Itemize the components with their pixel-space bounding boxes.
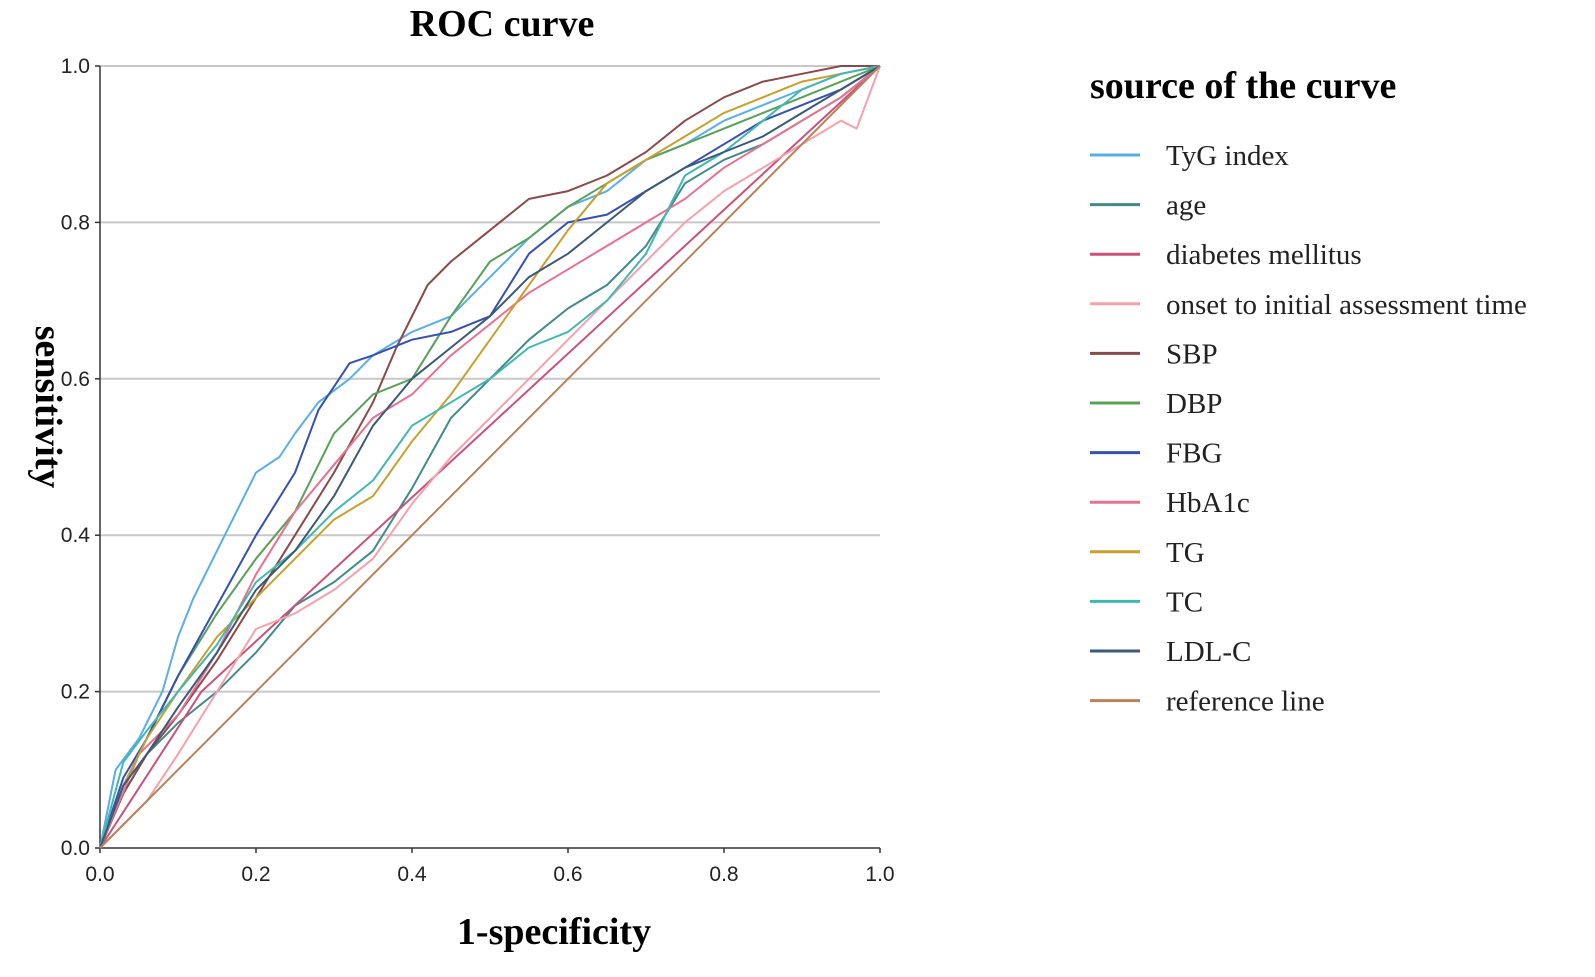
x-tick-labels: 0.0 0.2 0.4 0.6 0.8 1.0: [85, 848, 895, 886]
y-tick-label-2: 0.4: [61, 524, 91, 547]
y-tick-label-3: 0.6: [61, 368, 90, 391]
series-line-fbg: [99, 65, 881, 849]
y-tick-label-5: 1.0: [61, 55, 90, 78]
legend-label-ldl-c: LDL-C: [1166, 636, 1251, 668]
series-line-age: [99, 65, 881, 849]
legend-label-tyg-index: TyG index: [1166, 140, 1289, 172]
x-tick-label-4: 0.8: [709, 863, 738, 886]
y-tick-labels: 0.0 0.2 0.4 0.6 0.8 1.0: [61, 55, 100, 860]
series-line-reference-line: [99, 65, 881, 849]
series-line-sbp: [99, 65, 880, 849]
x-tick-label-2: 0.4: [397, 863, 427, 886]
series-lines: [99, 65, 881, 849]
y-axis-label: sensitivity: [27, 326, 69, 489]
y-tick-label-0: 0.0: [61, 837, 90, 860]
series-line-ldl-c: [99, 65, 881, 849]
axes: [99, 66, 880, 849]
legend-label-tc: TC: [1166, 586, 1203, 618]
x-tick-label-5: 1.0: [865, 863, 894, 886]
legend-label-reference-line: reference line: [1166, 686, 1325, 718]
legend-label-dbp: DBP: [1166, 388, 1222, 420]
legend-label-hba1c: HbA1c: [1166, 487, 1250, 519]
chart-title: ROC curve: [410, 3, 595, 45]
x-axis-label: 1-specificity: [457, 911, 651, 953]
legend-label-sbp: SBP: [1166, 338, 1218, 370]
legend: TyG index age diabetes mellitus onset to in…: [1090, 140, 1527, 718]
legend-label-diabetes-mellitus: diabetes mellitus: [1166, 239, 1362, 271]
series-line-hba1c: [99, 65, 881, 849]
x-tick-label-1: 0.2: [241, 863, 270, 886]
x-tick-label-3: 0.6: [553, 863, 582, 886]
series-line-onset-to-initial-assessment-time: [99, 65, 881, 849]
legend-label-fbg: FBG: [1166, 438, 1222, 470]
series-line-diabetes-mellitus: [99, 65, 881, 849]
x-tick-label-0: 0.0: [85, 863, 114, 886]
legend-label-tg: TG: [1166, 537, 1205, 569]
legend-title: source of the curve: [1090, 65, 1396, 107]
legend-label-age: age: [1166, 190, 1206, 222]
y-tick-label-4: 0.8: [61, 211, 90, 234]
series-line-tc: [99, 65, 881, 849]
y-tick-label-1: 0.2: [61, 681, 90, 704]
legend-label-onset-to-initial-assessment-time: onset to initial assessment time: [1166, 289, 1527, 321]
series-line-dbp: [99, 65, 881, 849]
series-line-tg: [99, 65, 881, 849]
